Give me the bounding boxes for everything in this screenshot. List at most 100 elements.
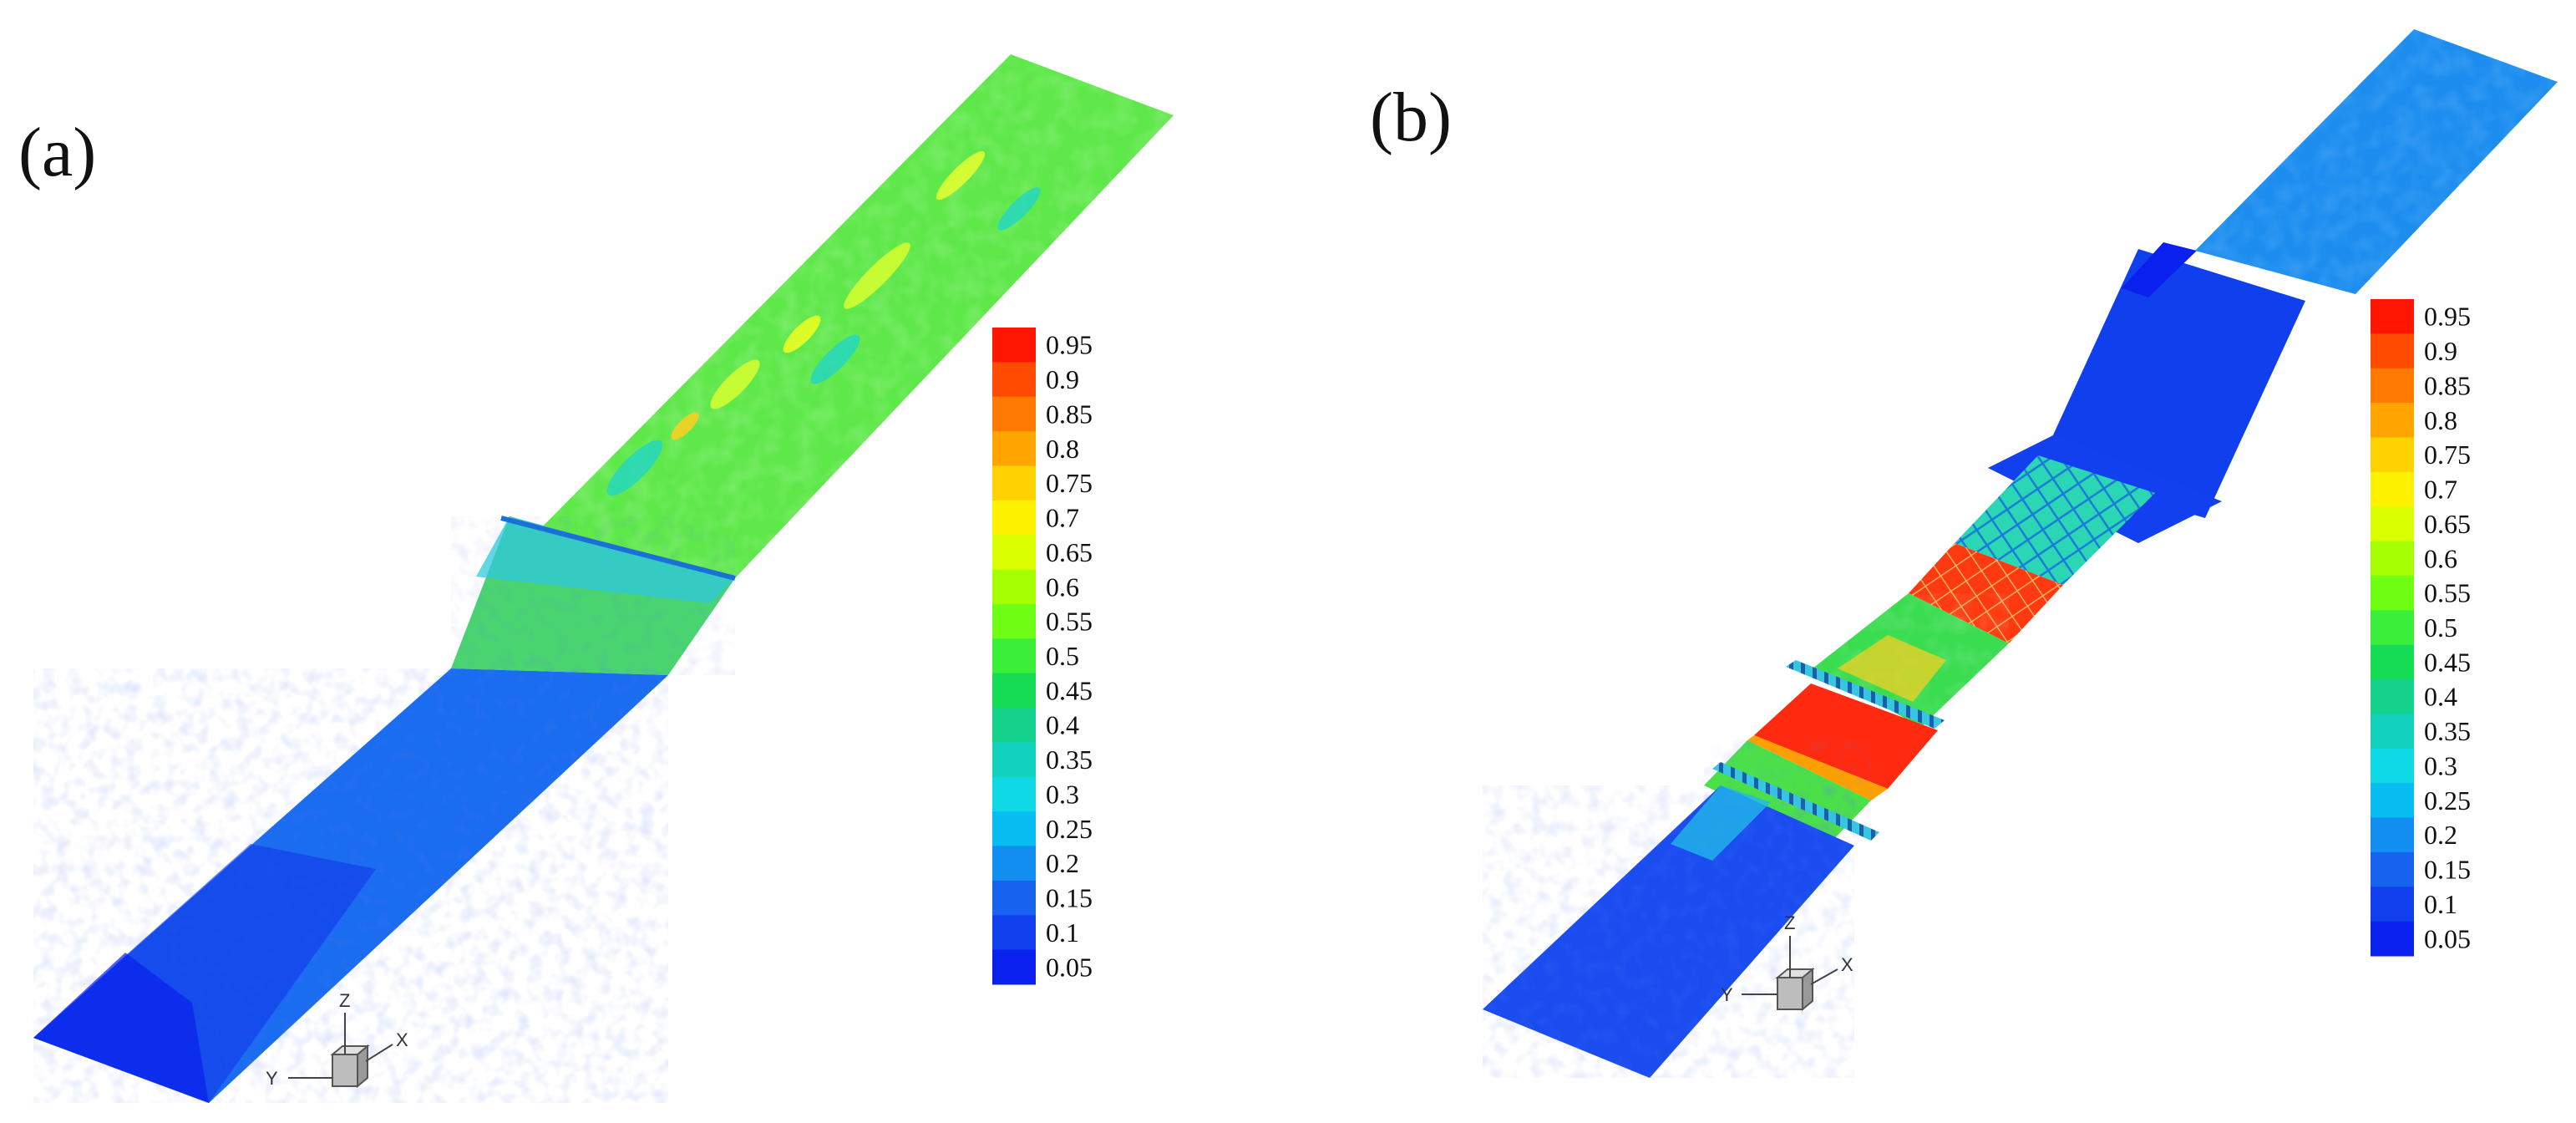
axis-x-label-a: X bbox=[396, 1029, 408, 1050]
colorbar-tick-label: 0.8 bbox=[1046, 434, 1079, 464]
panel-b-label: (b) bbox=[1370, 79, 1452, 156]
colorbar-swatch bbox=[2371, 506, 2414, 542]
axis-y-label-b: Y bbox=[1721, 984, 1733, 1005]
channel-b-red-zone bbox=[1754, 683, 1938, 789]
channel-b-mesh-red bbox=[1909, 543, 2063, 643]
colorbar-swatch bbox=[2371, 714, 2414, 750]
colorbar-tick-label: 0.55 bbox=[2424, 578, 2471, 608]
axis-z-label-b: Z bbox=[1784, 912, 1795, 933]
colorbar-swatch bbox=[2371, 921, 2414, 957]
colorbar-swatch bbox=[2371, 575, 2414, 611]
colorbar-swatch bbox=[992, 742, 1036, 778]
colorbar-tick-label: 0.05 bbox=[1046, 952, 1093, 982]
fin-row-1 bbox=[1786, 660, 1945, 729]
colorbar-tick-label: 0.4 bbox=[2424, 682, 2457, 712]
colorbar-swatch bbox=[992, 949, 1036, 985]
colorbar-tick-label: 0.15 bbox=[2424, 855, 2471, 885]
colorbar-tick-label: 0.3 bbox=[1046, 779, 1079, 809]
colorbar-swatch bbox=[992, 673, 1036, 709]
colorbar-tick-label: 0.55 bbox=[1046, 607, 1093, 637]
colorbar-swatch bbox=[992, 535, 1036, 571]
channel-b bbox=[1483, 29, 2558, 1078]
colorbar-tick-label: 0.95 bbox=[1046, 330, 1093, 360]
colorbar-tick-label: 0.1 bbox=[1046, 917, 1079, 948]
colorbar-tick-label: 0.6 bbox=[1046, 572, 1079, 602]
channel-b-ramp bbox=[2038, 249, 2305, 518]
colorbar-swatch bbox=[992, 638, 1036, 674]
colorbar-swatch bbox=[992, 569, 1036, 605]
colorbar-tick-label: 0.45 bbox=[1046, 675, 1093, 705]
panel-a: (a) bbox=[18, 54, 1174, 1103]
colorbar-tick-label: 0.15 bbox=[1046, 883, 1093, 913]
colorbar-swatch bbox=[992, 708, 1036, 743]
colorbar-tick-label: 0.7 bbox=[1046, 503, 1079, 533]
axis-z-label-a: Z bbox=[339, 990, 350, 1011]
colorbar-swatch bbox=[2371, 679, 2414, 714]
colorbar-swatch bbox=[992, 362, 1036, 398]
colorbar-swatch bbox=[992, 431, 1036, 466]
colorbar-swatch bbox=[2371, 437, 2414, 473]
colorbar-swatch bbox=[2371, 368, 2414, 404]
colorbar-tick-label: 0.2 bbox=[1046, 848, 1079, 878]
colorbar-tick-label: 0.7 bbox=[2424, 475, 2457, 505]
colorbar-tick-label: 0.2 bbox=[2424, 820, 2457, 850]
colorbar-tick-label: 0.85 bbox=[2424, 370, 2471, 400]
colorbar-b: 0.95 0.9 0.85 0.8 0.75 0.7 0.65 0.6 0.55 0.5 0.45 0… bbox=[2371, 299, 2471, 957]
colorbar-tick-label: 0.95 bbox=[2424, 302, 2471, 332]
colorbar-tick-label: 0.65 bbox=[1046, 537, 1093, 567]
colorbar-tick-label: 0.6 bbox=[2424, 543, 2457, 573]
colorbar-swatch bbox=[992, 328, 1036, 363]
colorbar-swatch bbox=[992, 465, 1036, 501]
axis-y-label-a: Y bbox=[266, 1068, 278, 1089]
axes-triad-a: Z Y X bbox=[266, 990, 408, 1089]
colorbar-tick-label: 0.35 bbox=[2424, 716, 2471, 746]
colorbar-tick-label: 0.45 bbox=[2424, 647, 2471, 677]
axis-x-label-b: X bbox=[1841, 954, 1853, 975]
colorbar-tick-label: 0.5 bbox=[1046, 641, 1079, 671]
colorbar-swatch bbox=[2371, 887, 2414, 922]
colorbar-tick-label: 0.65 bbox=[2424, 509, 2471, 539]
colorbar-swatch bbox=[2371, 783, 2414, 819]
colorbar-swatch bbox=[992, 915, 1036, 951]
channel-a bbox=[33, 54, 1174, 1103]
colorbar-swatch bbox=[2371, 851, 2414, 887]
colorbar-tick-label: 0.9 bbox=[1046, 364, 1079, 394]
channel-b-mesh-teal bbox=[1955, 455, 2155, 585]
colorbar-swatch bbox=[992, 776, 1036, 812]
panel-a-label: (a) bbox=[18, 114, 96, 191]
colorbar-tick-label: 0.75 bbox=[1046, 468, 1093, 498]
colorbar-tick-label: 0.1 bbox=[2424, 889, 2457, 919]
colorbar-tick-label: 0.9 bbox=[2424, 336, 2457, 366]
fin-row-2 bbox=[1712, 762, 1879, 841]
colorbar-swatch bbox=[2371, 644, 2414, 680]
colorbar-a: 0.95 0.9 0.85 0.8 0.75 0.7 0.65 0.6 0.55 0.5 0.45 0… bbox=[992, 328, 1093, 985]
colorbar-tick-label: 0.25 bbox=[2424, 785, 2471, 816]
colorbar-swatch bbox=[2371, 541, 2414, 577]
panel-b: (b) bbox=[1370, 29, 2558, 1078]
colorbar-tick-label: 0.05 bbox=[2424, 923, 2471, 953]
colorbar-swatch bbox=[992, 500, 1036, 536]
axes-triad-b: Z Y X bbox=[1721, 912, 1853, 1012]
colorbar-swatch bbox=[992, 396, 1036, 432]
colorbar-swatch bbox=[2371, 333, 2414, 369]
colorbar-tick-label: 0.85 bbox=[1046, 399, 1093, 429]
colorbar-swatch bbox=[2371, 403, 2414, 438]
colorbar-tick-label: 0.35 bbox=[1046, 744, 1093, 775]
colorbar-swatch bbox=[2371, 471, 2414, 507]
colorbar-swatch bbox=[2371, 299, 2414, 334]
colorbar-swatch bbox=[2371, 610, 2414, 646]
colorbar-swatch bbox=[992, 846, 1036, 882]
colorbar-swatch bbox=[2371, 817, 2414, 853]
colorbar-tick-label: 0.5 bbox=[2424, 612, 2457, 643]
colorbar-tick-label: 0.8 bbox=[2424, 405, 2457, 435]
colorbar-tick-label: 0.3 bbox=[2424, 750, 2457, 780]
colorbar-tick-label: 0.75 bbox=[2424, 440, 2471, 470]
colorbar-swatch bbox=[2371, 748, 2414, 784]
colorbar-tick-label: 0.4 bbox=[1046, 710, 1079, 740]
channel-a-speckles bbox=[606, 150, 1041, 496]
colorbar-swatch bbox=[992, 603, 1036, 639]
colorbar-swatch bbox=[992, 811, 1036, 847]
colorbar-swatch bbox=[992, 880, 1036, 916]
colorbar-tick-label: 0.25 bbox=[1046, 814, 1093, 844]
